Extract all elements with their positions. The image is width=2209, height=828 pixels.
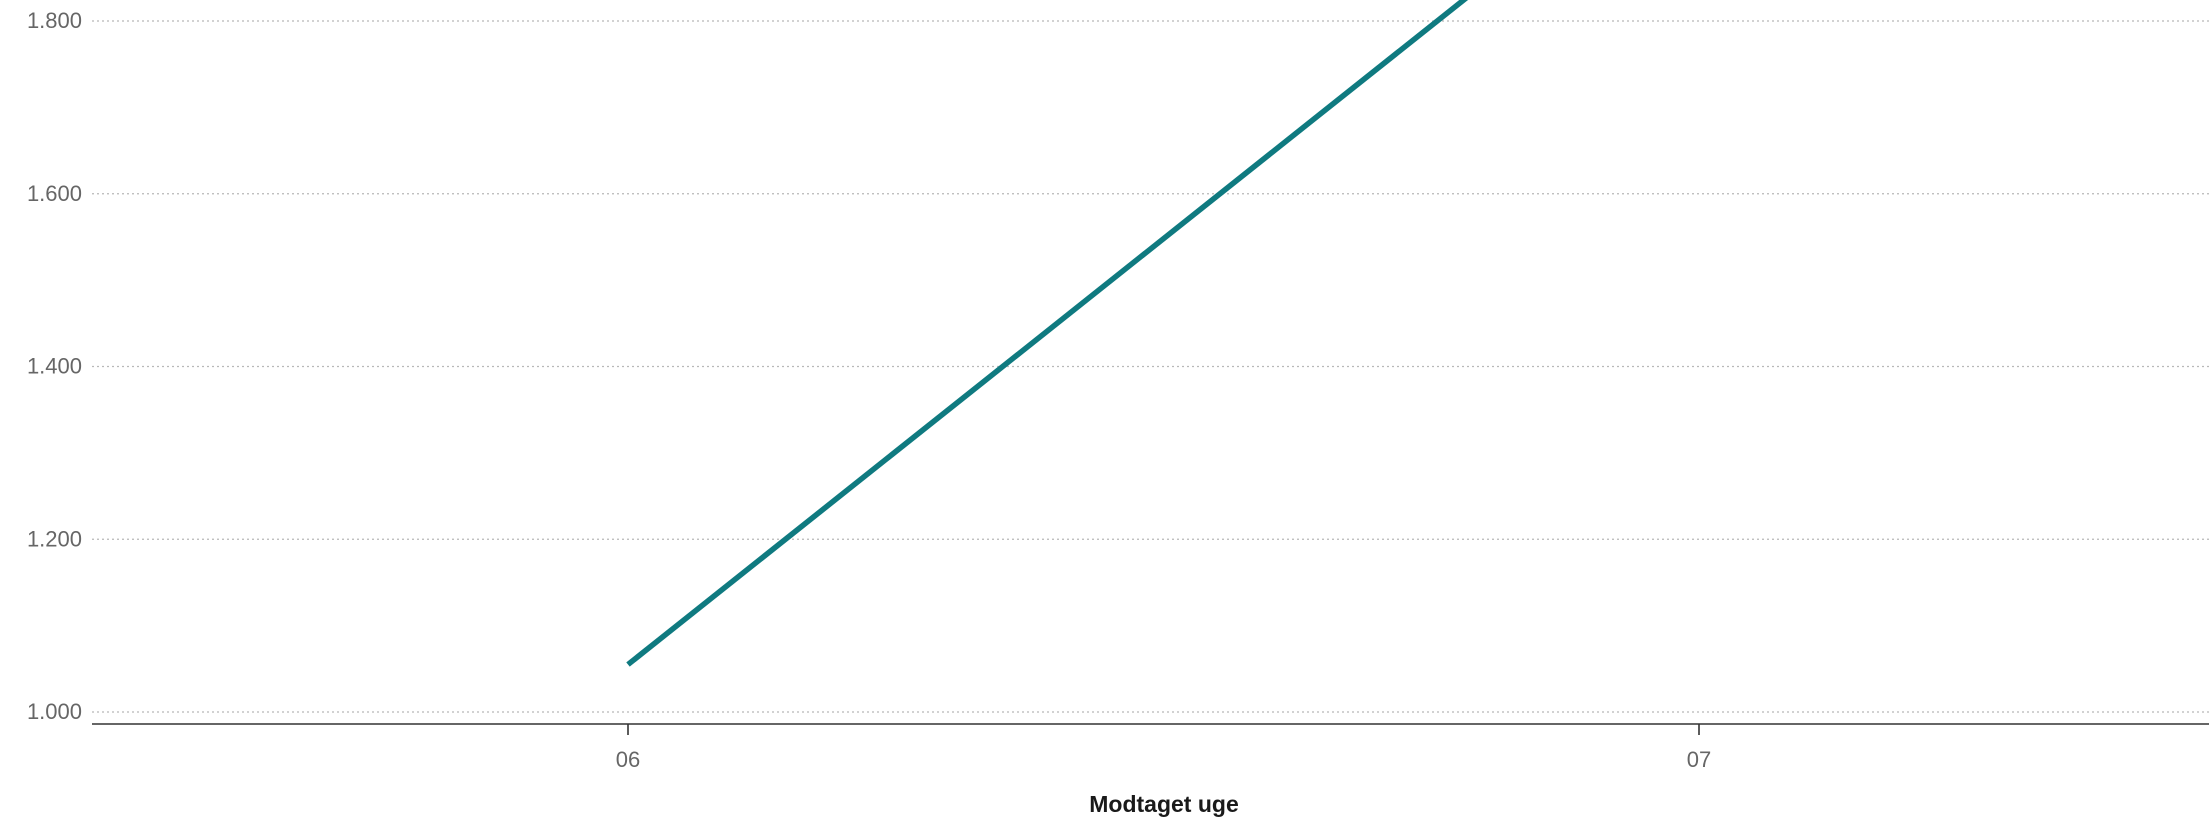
x-axis — [92, 723, 2209, 735]
gridlines — [92, 20, 2209, 713]
series-line — [626, 0, 1469, 667]
x-axis-title: Modtaget uge — [1089, 791, 1239, 817]
y-tick-label: 1.800 — [27, 8, 82, 33]
y-tick-label: 1.000 — [27, 699, 82, 724]
x-tick-label: 07 — [1687, 747, 1711, 772]
y-tick-label: 1.400 — [27, 354, 82, 379]
x-tick-label: 06 — [616, 747, 640, 772]
y-tick-labels: 1.000 1.200 1.400 1.600 1.800 — [27, 8, 82, 724]
x-tick-labels: 06 07 — [616, 747, 1711, 772]
y-tick-label: 1.200 — [27, 526, 82, 551]
series-lines — [626, 0, 1469, 667]
y-tick-label: 1.600 — [27, 181, 82, 206]
